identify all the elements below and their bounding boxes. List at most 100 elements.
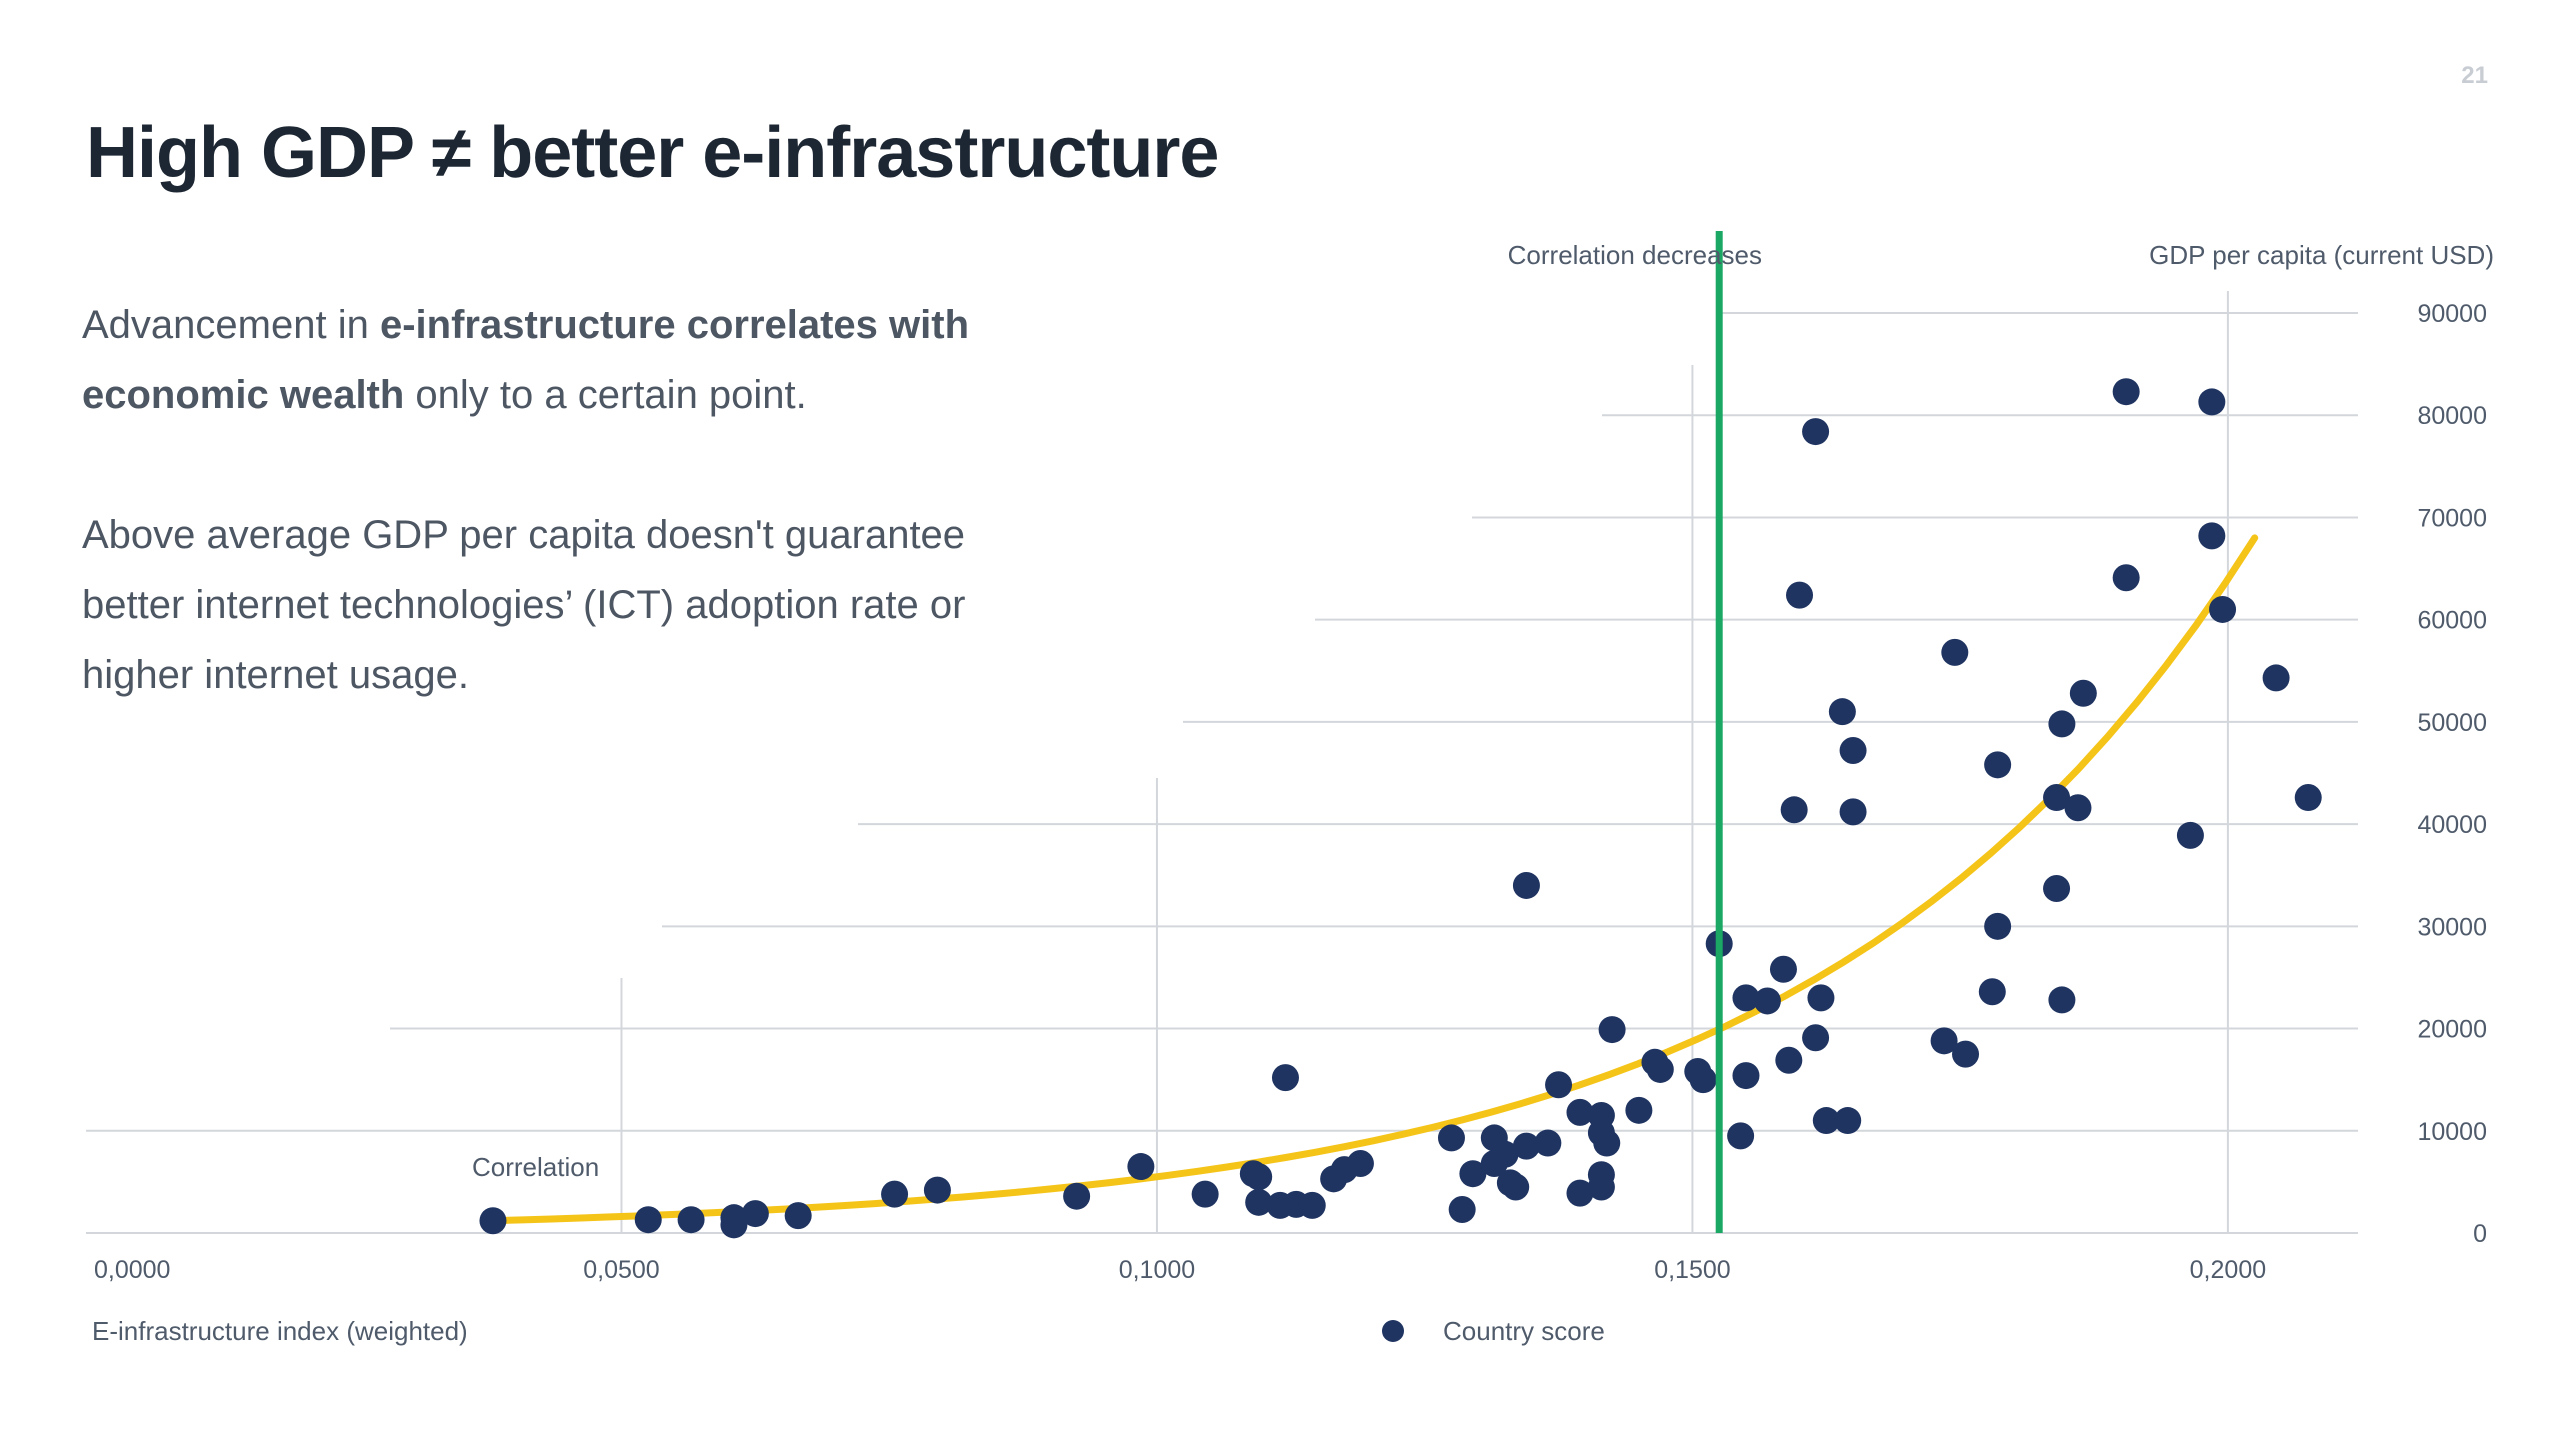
data-point — [2262, 664, 2290, 692]
data-point — [1512, 1132, 1540, 1160]
data-point — [1978, 978, 2006, 1006]
x-axis-title: E-infrastructure index (weighted) — [92, 1316, 468, 1346]
annotation-correlation: Correlation — [472, 1152, 599, 1182]
x-tick-label: 0,2000 — [2190, 1256, 2266, 1284]
data-point — [2112, 564, 2140, 592]
data-point — [1298, 1191, 1326, 1219]
body-paragraph-1-lead: Advancement in — [82, 303, 380, 347]
data-point — [1245, 1188, 1273, 1216]
data-point — [720, 1204, 748, 1232]
data-point — [1952, 1040, 1980, 1068]
data-point — [1545, 1071, 1573, 1099]
data-point — [1480, 1149, 1508, 1177]
data-point — [1802, 1024, 1830, 1052]
data-point — [1437, 1124, 1465, 1152]
data-point — [1191, 1180, 1219, 1208]
data-point — [1834, 1107, 1862, 1135]
data-point — [1828, 698, 1856, 726]
y-tick-label: 20000 — [2417, 1016, 2487, 1044]
data-point — [1812, 1107, 1840, 1135]
data-point — [677, 1206, 705, 1234]
body-paragraph-1-tail: only to a certain point. — [404, 373, 807, 417]
trend-line — [489, 534, 2259, 1225]
y-axis-title: GDP per capita (current USD) — [2149, 240, 2494, 270]
body-paragraph-1-emphasis: e-infrastructure correlates with economi… — [82, 303, 970, 417]
data-point — [1775, 1046, 1803, 1074]
body-text: Advancement in e-infrastructure correlat… — [82, 290, 1042, 780]
data-point — [1807, 984, 1835, 1012]
data-point — [1459, 1160, 1487, 1188]
data-point — [1769, 955, 1797, 983]
data-point — [2294, 784, 2322, 812]
x-tick-label: 0,1500 — [1654, 1256, 1730, 1284]
data-point — [1839, 798, 1867, 826]
data-point — [2112, 378, 2140, 406]
data-point — [1127, 1153, 1155, 1181]
data-point — [1984, 912, 2012, 940]
data-point — [1839, 737, 1867, 765]
data-point — [1566, 1179, 1594, 1207]
page-number: 21 — [2461, 62, 2488, 89]
x-tick-label: 0,0000 — [94, 1256, 170, 1284]
data-point — [1646, 1055, 1674, 1083]
data-point — [634, 1206, 662, 1234]
data-point — [1802, 418, 1830, 446]
data-point — [2176, 821, 2204, 849]
page-title: High GDP ≠ better e-infrastructure — [86, 113, 1219, 193]
data-point — [1534, 1129, 1562, 1157]
data-point — [1625, 1096, 1653, 1124]
data-point — [1448, 1195, 1476, 1223]
y-tick-label: 10000 — [2417, 1118, 2487, 1146]
chart-labels: 0 10000 20000 30000 40000 50000 60000 70000 8000… — [92, 240, 2494, 1346]
trend-line-group — [489, 534, 2259, 1225]
y-tick-label: 70000 — [2417, 504, 2487, 532]
data-point — [1780, 796, 1808, 824]
body-paragraph-1: Advancement in e-infrastructure correlat… — [82, 290, 1042, 430]
y-tick-label: 90000 — [2417, 300, 2487, 328]
data-point — [1732, 1062, 1760, 1090]
data-point — [1512, 871, 1540, 899]
data-point — [2209, 595, 2237, 623]
data-point — [1786, 581, 1814, 609]
data-point — [1271, 1064, 1299, 1092]
x-tick-label: 0,0500 — [583, 1256, 659, 1284]
legend-label: Country score — [1443, 1316, 1605, 1346]
data-point — [1346, 1149, 1374, 1177]
data-point — [1689, 1066, 1717, 1094]
data-point — [479, 1207, 507, 1235]
data-point — [2069, 679, 2097, 707]
data-point — [2198, 522, 2226, 550]
data-point — [1598, 1016, 1626, 1044]
data-point — [1063, 1182, 1091, 1210]
y-tick-label: 0 — [2473, 1220, 2487, 1248]
data-point — [1930, 1027, 1958, 1055]
body-paragraph-2: Above average GDP per capita doesn't gua… — [82, 513, 966, 697]
legend-marker-icon — [1382, 1320, 1404, 1342]
data-point — [1984, 751, 2012, 779]
data-point — [1593, 1129, 1621, 1157]
y-tick-label: 40000 — [2417, 811, 2487, 839]
data-point — [1566, 1098, 1594, 1126]
y-tick-label: 30000 — [2417, 913, 2487, 941]
data-point — [1587, 1173, 1615, 1201]
chart-grid — [86, 291, 2358, 1234]
data-point — [2064, 794, 2092, 822]
y-tick-label: 80000 — [2417, 402, 2487, 430]
data-point — [1732, 984, 1760, 1012]
data-point — [784, 1202, 812, 1230]
data-point — [2198, 388, 2226, 416]
data-point — [1502, 1173, 1530, 1201]
data-points — [479, 378, 2322, 1239]
data-point — [881, 1180, 909, 1208]
data-point — [1941, 638, 1969, 666]
data-point — [2043, 784, 2071, 812]
data-point — [741, 1200, 769, 1228]
y-tick-label: 60000 — [2417, 607, 2487, 635]
data-point — [1245, 1163, 1273, 1191]
data-point — [1727, 1122, 1755, 1150]
y-tick-label: 50000 — [2417, 709, 2487, 737]
annotation-correlation-decreases: Correlation decreases — [1508, 240, 1762, 270]
data-point — [923, 1176, 951, 1204]
data-point — [2048, 710, 2076, 738]
